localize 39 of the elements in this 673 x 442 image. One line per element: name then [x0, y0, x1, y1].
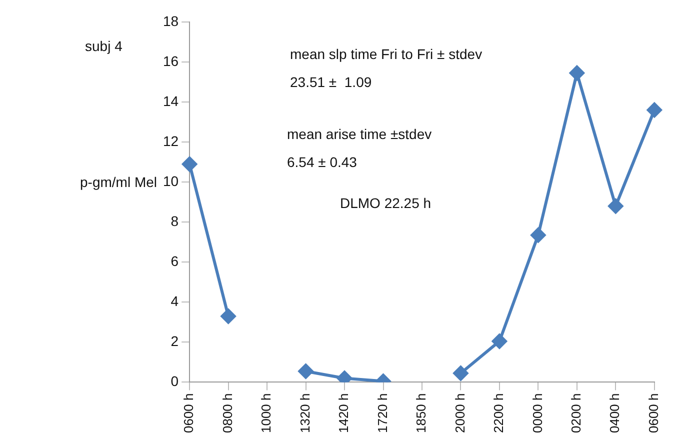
point — [220, 308, 236, 324]
point — [646, 102, 662, 118]
x-tick-label: 1420 h — [336, 393, 352, 434]
x-tick-label: 1320 h — [297, 393, 312, 434]
text: subj 4 — [85, 38, 123, 54]
point — [182, 156, 198, 172]
x-tick-label: 1000 h — [258, 393, 274, 434]
annotation: mean arise time ±stdev — [287, 126, 432, 142]
x-tick-label: 0400 h — [607, 393, 622, 434]
annotation: DLMO 22.25 h — [340, 194, 432, 211]
point — [608, 198, 624, 214]
point — [298, 364, 314, 379]
x-tick-label: 0600 h — [646, 393, 661, 434]
x-tick-label: 0800 h — [220, 393, 235, 434]
x-tick-label: 2000 h — [452, 393, 468, 434]
y-tick-label: 10 — [162, 172, 179, 189]
point — [453, 366, 468, 381]
y-axis-title: p-gm/ml Mel — [80, 174, 158, 190]
y-tick-label: 12 — [162, 132, 179, 149]
annotation: mean slp time Fri to Fri ± stdev — [290, 46, 482, 62]
point — [569, 66, 584, 81]
y-tick-label: 4 — [170, 293, 179, 310]
x-tick-label: 0200 h — [568, 393, 584, 434]
y-tick-label: 0 — [170, 373, 179, 390]
annotation: 6.54 ± 0.43 — [287, 154, 358, 170]
point — [530, 228, 546, 243]
y-tick-label: 14 — [162, 92, 179, 109]
x-tick-label: 2200 h — [491, 393, 506, 434]
x-tick-label: 1850 h — [414, 393, 429, 434]
x-tick-label: 0600 h — [181, 393, 196, 434]
y-tick-label: 16 — [162, 52, 179, 69]
point — [492, 334, 507, 349]
x-tick-label: 1720 h — [374, 393, 390, 434]
y-tick-label: 2 — [170, 333, 179, 350]
annotation: 23.51 ± 1.09 — [290, 74, 372, 90]
y-tick-label: 18 — [162, 12, 179, 29]
x-tick-label: 0000 h — [530, 393, 545, 434]
y-tick-label: 6 — [170, 253, 179, 270]
y-tick-label: 8 — [170, 212, 179, 229]
